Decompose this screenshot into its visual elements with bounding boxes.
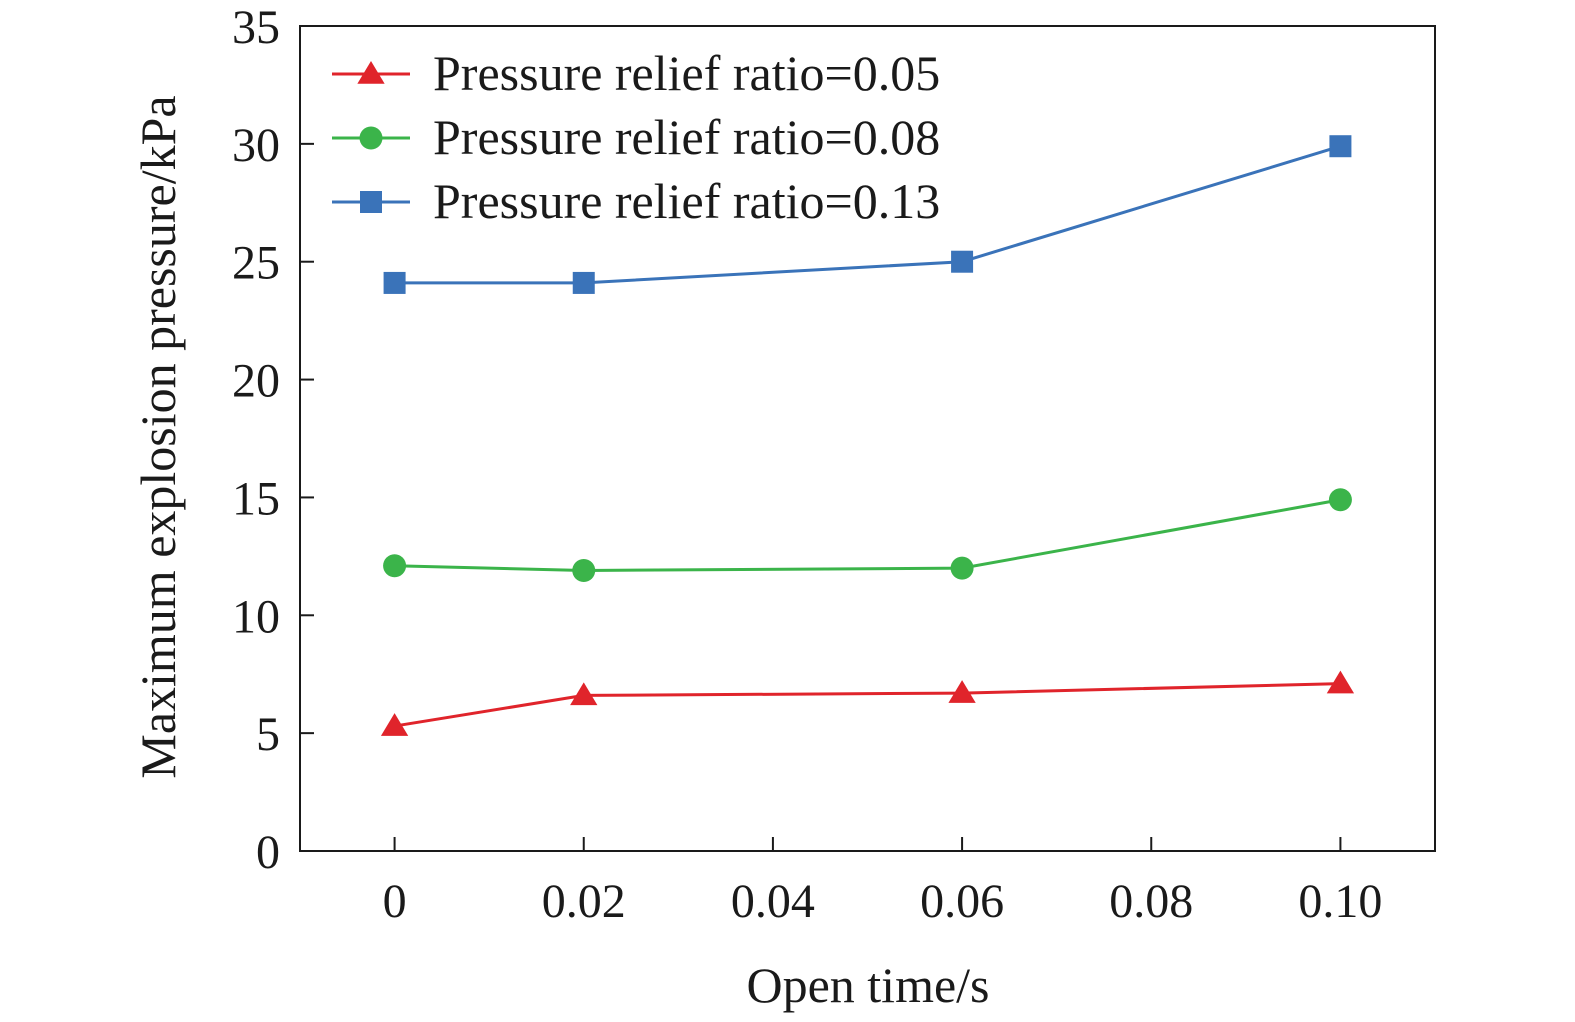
y-tick-label: 20 bbox=[232, 355, 280, 408]
y-axis-label: Maximum explosion pressure/kPa bbox=[130, 95, 186, 778]
series-line bbox=[394, 144, 1341, 285]
data-point bbox=[1326, 670, 1355, 694]
data-point bbox=[570, 682, 598, 706]
data-point bbox=[572, 271, 595, 294]
series-line bbox=[394, 682, 1341, 728]
legend-label: Pressure relief ratio=0.05 bbox=[433, 45, 940, 101]
data-point bbox=[572, 559, 596, 582]
series-3 bbox=[383, 135, 1352, 294]
plot-area-frame bbox=[299, 25, 1436, 852]
x-tick-label: 0.04 bbox=[731, 875, 815, 928]
data-point bbox=[383, 554, 407, 578]
x-tick-label: 0.08 bbox=[1109, 875, 1193, 928]
data-point bbox=[380, 713, 409, 736]
x-tick-label: 0.02 bbox=[542, 875, 626, 928]
data-point bbox=[1329, 135, 1352, 158]
legend-label: Pressure relief ratio=0.08 bbox=[433, 109, 940, 165]
series-2 bbox=[383, 488, 1352, 582]
legend-marker bbox=[357, 61, 385, 84]
y-tick-label: 30 bbox=[232, 119, 280, 172]
y-tick-label: 35 bbox=[232, 1, 280, 54]
legend-entry-2: Pressure relief ratio=0.08 bbox=[332, 109, 940, 165]
y-tick-label: 15 bbox=[232, 472, 280, 525]
series-line bbox=[394, 498, 1341, 573]
legend-marker bbox=[360, 191, 382, 213]
data-point bbox=[950, 556, 974, 580]
data-point bbox=[951, 250, 974, 273]
data-point bbox=[1328, 488, 1352, 512]
legend-entry-3: Pressure relief ratio=0.13 bbox=[332, 173, 940, 229]
x-tick-label: 0.06 bbox=[920, 875, 1004, 928]
data-point bbox=[383, 271, 406, 294]
y-tick-label: 10 bbox=[232, 590, 280, 643]
x-axis-label: Open time/s bbox=[746, 957, 989, 1013]
y-tick-label: 5 bbox=[256, 708, 280, 761]
series-1 bbox=[380, 670, 1355, 736]
y-tick-label: 25 bbox=[232, 237, 280, 290]
legend-label: Pressure relief ratio=0.13 bbox=[433, 173, 940, 229]
legend-entry-1: Pressure relief ratio=0.05 bbox=[332, 45, 940, 101]
y-tick-label: 0 bbox=[256, 826, 280, 879]
x-tick-label: 0.10 bbox=[1298, 875, 1382, 928]
x-tick-label: 0 bbox=[383, 875, 407, 928]
legend-marker bbox=[359, 126, 383, 150]
data-point bbox=[948, 680, 976, 703]
